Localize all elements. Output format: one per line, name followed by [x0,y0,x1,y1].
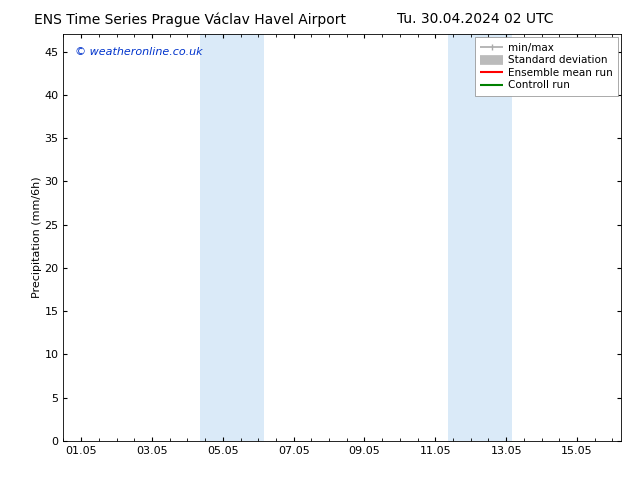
Bar [200,34,264,441]
Text: ENS Time Series Prague Václav Havel Airport: ENS Time Series Prague Václav Havel Airp… [34,12,346,27]
Text: © weatheronline.co.uk: © weatheronline.co.uk [75,47,202,56]
Y-axis label: Precipitation (mm/6h): Precipitation (mm/6h) [32,177,42,298]
Legend: min/max, Standard deviation, Ensemble mean run, Controll run: min/max, Standard deviation, Ensemble me… [475,37,618,96]
Text: Tu. 30.04.2024 02 UTC: Tu. 30.04.2024 02 UTC [398,12,553,26]
Bar [448,34,512,441]
